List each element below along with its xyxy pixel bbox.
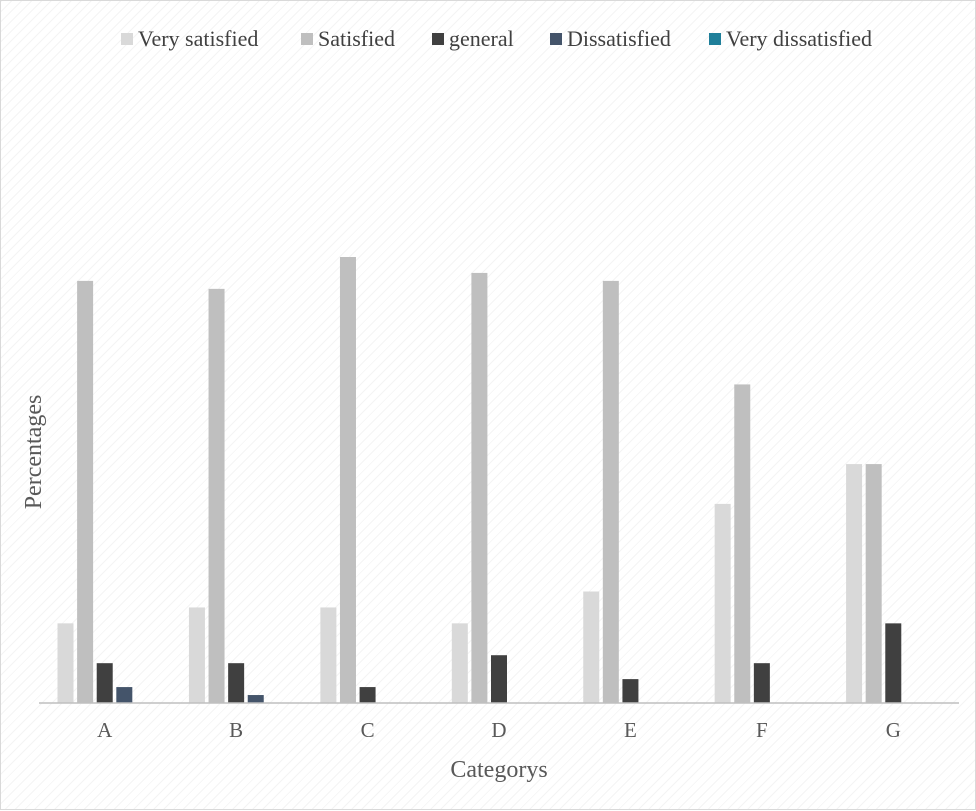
bar-G-general	[885, 623, 902, 703]
legend-swatch	[550, 33, 562, 45]
bar-F-general	[753, 663, 770, 703]
legend-swatch	[301, 33, 313, 45]
bar-F-very-satisfied	[714, 503, 731, 703]
x-tick-label: G	[886, 718, 901, 742]
bar-B-general	[228, 663, 245, 703]
legend: Very satisfied Satisfied general Dissatisfi…	[121, 26, 872, 51]
bar-F-satisfied	[734, 384, 751, 703]
bar-A-general	[96, 663, 113, 703]
x-tick-label: F	[756, 718, 768, 742]
bar-E-general	[622, 679, 639, 703]
bars	[57, 257, 902, 703]
legend-swatch	[432, 33, 444, 45]
x-tick-label: B	[229, 718, 243, 742]
bar-B-very-satisfied	[188, 607, 205, 703]
bar-D-satisfied	[471, 272, 488, 703]
bar-A-satisfied	[77, 280, 94, 703]
bar-C-very-satisfied	[320, 607, 337, 703]
bar-D-general	[491, 655, 507, 703]
bar-B-satisfied	[208, 288, 225, 703]
legend-label: Very satisfied	[138, 26, 258, 51]
bar-C-general	[359, 687, 376, 703]
x-axis-title: Categorys	[450, 757, 547, 783]
y-axis-title: Percentages	[21, 395, 47, 510]
bar-A-dissatisfied	[116, 687, 133, 703]
legend-label: Dissatisfied	[567, 26, 671, 51]
legend-label: Satisfied	[318, 26, 395, 51]
bar-G-satisfied	[865, 464, 882, 703]
x-tick-labels: A B C D E F G	[97, 718, 901, 742]
legend-label: general	[449, 26, 514, 51]
bar-E-very-satisfied	[583, 591, 600, 703]
bar-C-satisfied	[339, 257, 356, 703]
legend-label: Very dissatisfied	[726, 26, 872, 51]
x-tick-label: C	[361, 718, 375, 742]
bar-A-very-satisfied	[57, 623, 74, 703]
bar-D-very-satisfied	[451, 623, 468, 703]
bar-E-satisfied	[602, 280, 619, 703]
x-tick-label: D	[491, 718, 506, 742]
bar-G-very-satisfied	[846, 464, 863, 703]
legend-swatch	[121, 33, 133, 45]
legend-swatch	[709, 33, 721, 45]
x-tick-label: A	[97, 718, 113, 742]
bar-B-dissatisfied	[247, 695, 264, 703]
x-tick-label: E	[624, 718, 637, 742]
